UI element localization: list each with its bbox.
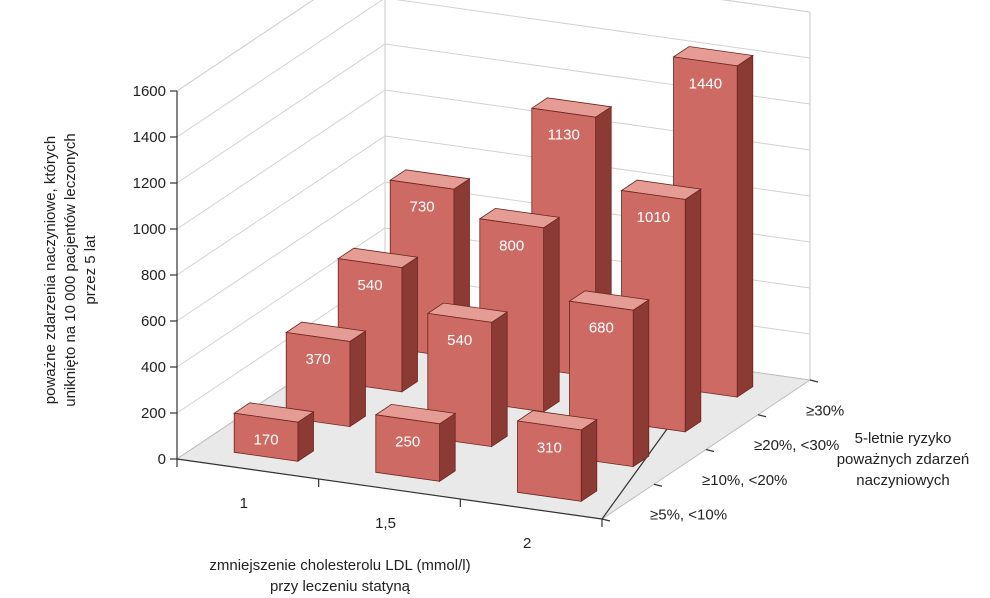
z-tick-label: ≥20%, <30%	[754, 437, 839, 454]
gridline	[176, 0, 811, 92]
bar-side	[580, 418, 598, 503]
bar-value-label: 310	[537, 440, 562, 457]
y-axis-title-line: poważne zdarzenia naczyniowe, których	[42, 136, 59, 404]
y-tick-label: 1000	[133, 221, 166, 238]
z-axis-title-line: poważnych zdarzeń	[837, 451, 970, 468]
bar: 250	[374, 403, 457, 483]
y-tick-label: 1200	[133, 175, 166, 192]
y-axis-title: poważne zdarzenia naczyniowe, których uni…	[42, 133, 99, 407]
x-axis-title-line: przy leczeniu statyną	[270, 578, 411, 595]
labels: 0 200 400 600 800 1000 1200 1400 1600 1 1,5 2 ≥5%, <…	[42, 83, 969, 595]
x-tick-label: 2	[523, 535, 531, 552]
gridline	[176, 89, 811, 230]
z-tick-label: ≥5%, <10%	[650, 507, 727, 524]
x-axis-title: zmniejszenie cholesterolu LDL (mmol/l) pr…	[209, 557, 470, 595]
bar: 170	[233, 402, 315, 463]
y-tick-label: 400	[141, 359, 166, 376]
bar-side	[736, 54, 754, 398]
bar-value-label: 800	[499, 237, 524, 254]
z-axis-title-line: 5-letnie ryzyko	[855, 430, 952, 447]
bar-value-label: 1130	[548, 127, 580, 144]
x-axis-line	[176, 458, 603, 520]
y-tick-label: 800	[141, 267, 166, 284]
bar-value-label: 730	[410, 199, 435, 216]
bar-side	[401, 256, 418, 393]
bar-value-label: 1440	[689, 75, 722, 92]
bar-value-label: 250	[395, 433, 420, 450]
bars: 730 1130 1440 540 800 1010 370 540 680 170 250 310	[233, 46, 754, 503]
x-tick-label: 1	[240, 495, 248, 512]
y-tick-label: 200	[141, 405, 166, 422]
bar-value-label: 680	[589, 320, 614, 337]
z-tick-mark	[601, 518, 611, 522]
x-axis-title-line: zmniejszenie cholesterolu LDL (mmol/l)	[209, 557, 470, 574]
bar-side	[349, 330, 366, 428]
y-axis-title-line: uniknięto na 10 000 pacjentów leczonych	[62, 133, 79, 407]
bar-side	[543, 216, 560, 413]
bar-value-label: 370	[306, 351, 331, 368]
bar-front	[375, 414, 441, 482]
gridline	[176, 43, 811, 184]
gridline	[176, 135, 811, 276]
bar-side	[491, 311, 508, 448]
z-tick-mark	[809, 379, 819, 383]
y-axis-title-line: przez 5 lat	[82, 235, 99, 305]
y-tick-label: 1400	[133, 129, 166, 146]
bar-front	[517, 420, 582, 502]
z-tick-mark	[653, 483, 663, 487]
y-tick-label: 0	[158, 451, 166, 468]
bar: 310	[516, 410, 598, 503]
bar-value-label: 170	[254, 432, 279, 449]
bar-side	[439, 412, 456, 483]
z-tick-label: ≥10%, <20%	[702, 472, 787, 489]
bar-value-label: 540	[447, 332, 472, 349]
z-axis-title-line: naczyniowych	[856, 472, 949, 489]
bar-front	[285, 332, 351, 428]
x-tick-label: 1,5	[375, 515, 396, 532]
bar-side	[684, 188, 702, 433]
gridline	[176, 0, 811, 138]
z-axis-title: 5-letnie ryzyko poważnych zdarzeń naczynio…	[837, 430, 970, 489]
bar: 370	[285, 321, 367, 428]
bar-front	[233, 412, 299, 462]
z-tick-label: ≥30%	[806, 402, 844, 419]
y-tick-label: 1600	[133, 83, 166, 100]
bar-side	[632, 299, 650, 468]
bar-value-label: 540	[358, 277, 383, 294]
z-tick-mark	[705, 448, 715, 453]
z-tick-mark	[757, 414, 767, 418]
y-tick-label: 600	[141, 313, 166, 330]
bar-value-label: 1010	[637, 209, 670, 226]
